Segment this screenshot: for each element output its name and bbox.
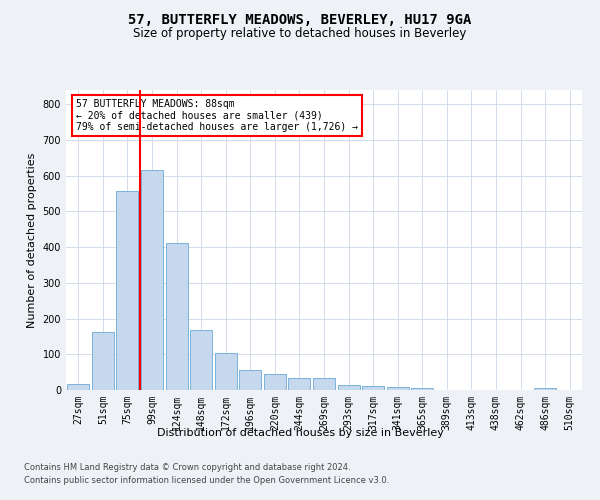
Text: Size of property relative to detached houses in Beverley: Size of property relative to detached ho… [133, 28, 467, 40]
Bar [116, 191, 139, 390]
Text: Distribution of detached houses by size in Beverley: Distribution of detached houses by size … [157, 428, 443, 438]
Text: 57 BUTTERFLY MEADOWS: 88sqm
← 20% of detached houses are smaller (439)
79% of se: 57 BUTTERFLY MEADOWS: 88sqm ← 20% of det… [76, 99, 358, 132]
Bar [239, 370, 262, 390]
Bar [92, 332, 114, 390]
Bar [166, 242, 188, 390]
Bar [67, 384, 89, 390]
Text: Contains HM Land Registry data © Crown copyright and database right 2024.: Contains HM Land Registry data © Crown c… [24, 464, 350, 472]
Bar [534, 388, 556, 390]
Bar [190, 330, 212, 390]
Y-axis label: Number of detached properties: Number of detached properties [27, 152, 37, 328]
Text: 57, BUTTERFLY MEADOWS, BEVERLEY, HU17 9GA: 57, BUTTERFLY MEADOWS, BEVERLEY, HU17 9G… [128, 12, 472, 26]
Bar [411, 388, 433, 390]
Bar [289, 378, 310, 390]
Bar [313, 378, 335, 390]
Bar [362, 386, 384, 390]
Bar [141, 170, 163, 390]
Text: Contains public sector information licensed under the Open Government Licence v3: Contains public sector information licen… [24, 476, 389, 485]
Bar [386, 387, 409, 390]
Bar [338, 384, 359, 390]
Bar [215, 353, 237, 390]
Bar [264, 374, 286, 390]
